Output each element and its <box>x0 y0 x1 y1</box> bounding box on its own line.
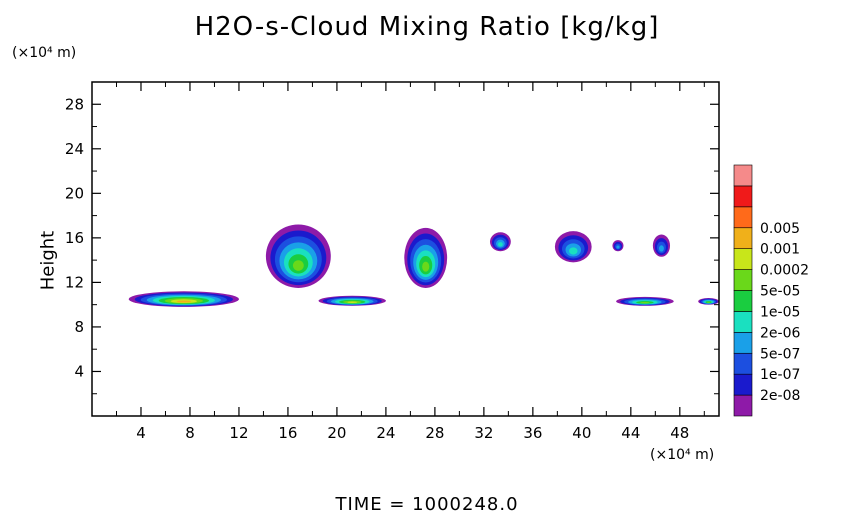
x-axis-unit: (×10⁴ m) <box>650 447 715 463</box>
colorbar-cell <box>733 332 753 354</box>
cloud-feature <box>128 291 239 307</box>
x-tick-label: 12 <box>229 424 248 442</box>
colorbar-label: 2e-08 <box>760 388 800 404</box>
x-tick-label: 40 <box>572 424 591 442</box>
cloud-feature <box>265 224 331 288</box>
cloud-feature <box>698 297 719 305</box>
cloud-contour <box>347 301 358 304</box>
y-tick-label: 28 <box>65 95 84 113</box>
colorbar-label: 0.001 <box>760 242 800 258</box>
cloud-contour <box>658 245 664 252</box>
time-label: TIME = 1000248.0 <box>335 494 519 515</box>
colorbar-label: 0.005 <box>760 221 800 237</box>
colorbar-cell <box>733 269 753 291</box>
x-tick-label: 48 <box>670 424 689 442</box>
y-axis-unit: (×10⁴ m) <box>12 45 77 61</box>
x-tick-label: 32 <box>474 424 493 442</box>
cloud-feature <box>554 231 592 263</box>
y-tick-label: 16 <box>65 229 84 247</box>
colorbar-cell <box>733 164 753 187</box>
x-tick-label: 28 <box>425 424 444 442</box>
x-tick-label: 20 <box>327 424 346 442</box>
plot-frame <box>91 81 720 417</box>
x-tick-label: 8 <box>185 424 195 442</box>
cloud-feature <box>404 227 448 288</box>
y-axis-label: Height <box>37 230 59 291</box>
colorbar-label: 1e-05 <box>760 304 800 320</box>
cloud-feature <box>616 296 674 306</box>
x-tick-label: 36 <box>523 424 542 442</box>
colorbar-cell <box>733 290 753 312</box>
cloud-contour <box>706 301 711 303</box>
chart-title: H2O-s-Cloud Mixing Ratio [kg/kg] <box>194 12 660 42</box>
x-tick-label: 16 <box>278 424 297 442</box>
colorbar-cell <box>733 311 753 333</box>
cloud-feature <box>612 240 624 252</box>
cloud-contour <box>176 300 192 303</box>
cloud-contour <box>616 245 620 249</box>
y-tick-label: 20 <box>65 184 84 202</box>
cloud-feature <box>318 295 386 306</box>
cloud-contour <box>422 261 430 272</box>
colorbar-cell <box>733 227 753 249</box>
colorbar: 2e-08 1e-07 5e-07 2e-06 1e-05 5e-05 0.0002 0.00… <box>733 164 809 417</box>
cloud-contour <box>498 242 503 247</box>
colorbar-cell <box>733 248 753 270</box>
colorbar-cell <box>733 206 753 229</box>
cloud-contour <box>640 301 650 304</box>
colorbar-label: 0.0002 <box>760 263 809 279</box>
y-tick-label: 4 <box>74 362 84 380</box>
x-tick-label: 4 <box>136 424 146 442</box>
colorbar-label: 5e-07 <box>760 346 800 362</box>
colorbar-cell <box>733 185 753 208</box>
y-tick-label: 12 <box>65 273 84 291</box>
colorbar-label: 5e-05 <box>760 284 800 300</box>
colorbar-cell <box>733 352 753 375</box>
x-tick-label: 24 <box>376 424 395 442</box>
cloud-contour <box>292 260 304 271</box>
y-tick-label: 24 <box>65 140 84 158</box>
cloud-feature <box>489 232 511 252</box>
colorbar-label: 2e-06 <box>760 325 800 341</box>
colorbar-label: 1e-07 <box>760 367 800 383</box>
colorbar-cell <box>733 373 753 396</box>
cloud-contour <box>569 247 578 255</box>
y-tick-label: 8 <box>74 318 84 336</box>
x-tick-label: 44 <box>621 424 640 442</box>
cloud-field <box>128 224 719 307</box>
cloud-feature <box>652 234 671 257</box>
colorbar-cell <box>733 394 753 417</box>
